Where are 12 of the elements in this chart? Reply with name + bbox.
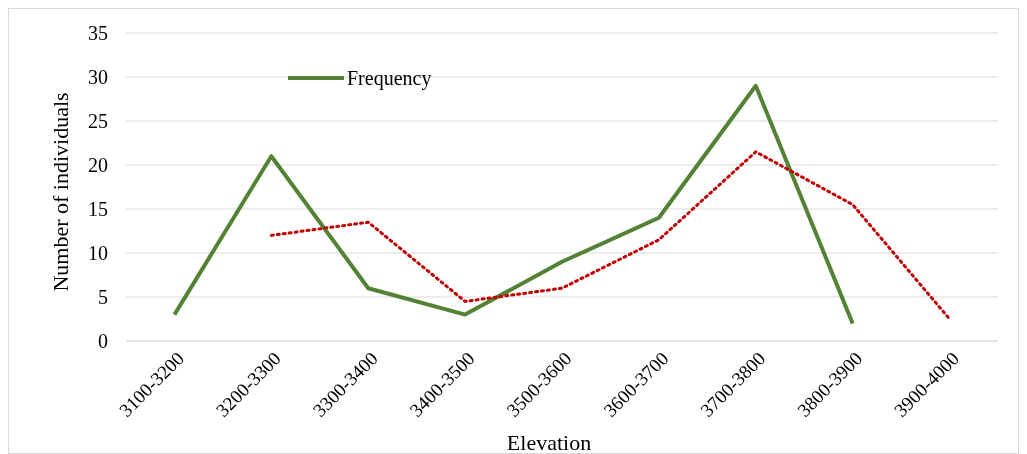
y-tick-label: 25 — [88, 110, 108, 132]
legend-label: Frequency — [347, 67, 432, 90]
y-tick-label: 35 — [88, 22, 108, 44]
y-tick-label: 5 — [98, 286, 108, 308]
y-tick-label: 0 — [98, 330, 108, 352]
line-series — [269, 150, 952, 321]
y-axis-title: Number of individuals — [48, 92, 73, 292]
y-tick-label: 15 — [88, 198, 108, 220]
y-tick-label: 30 — [88, 66, 108, 88]
y-tick-label: 20 — [88, 154, 108, 176]
y-tick-label: 10 — [88, 242, 108, 264]
x-axis-title: Elevation — [506, 430, 592, 454]
